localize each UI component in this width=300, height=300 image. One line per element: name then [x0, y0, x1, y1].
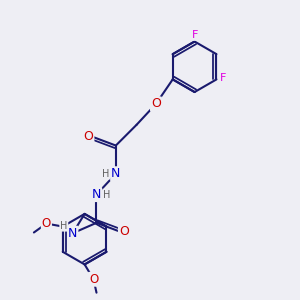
Text: O: O — [83, 130, 93, 143]
Text: N: N — [68, 227, 77, 240]
Text: O: O — [89, 273, 98, 286]
Text: F: F — [191, 30, 198, 40]
Text: O: O — [119, 225, 129, 238]
Text: O: O — [42, 217, 51, 230]
Text: O: O — [151, 98, 161, 110]
Text: N: N — [92, 188, 101, 201]
Text: H: H — [60, 221, 68, 231]
Text: F: F — [220, 73, 226, 83]
Text: N: N — [111, 167, 121, 180]
Text: H: H — [102, 169, 109, 179]
Text: H: H — [103, 190, 111, 200]
